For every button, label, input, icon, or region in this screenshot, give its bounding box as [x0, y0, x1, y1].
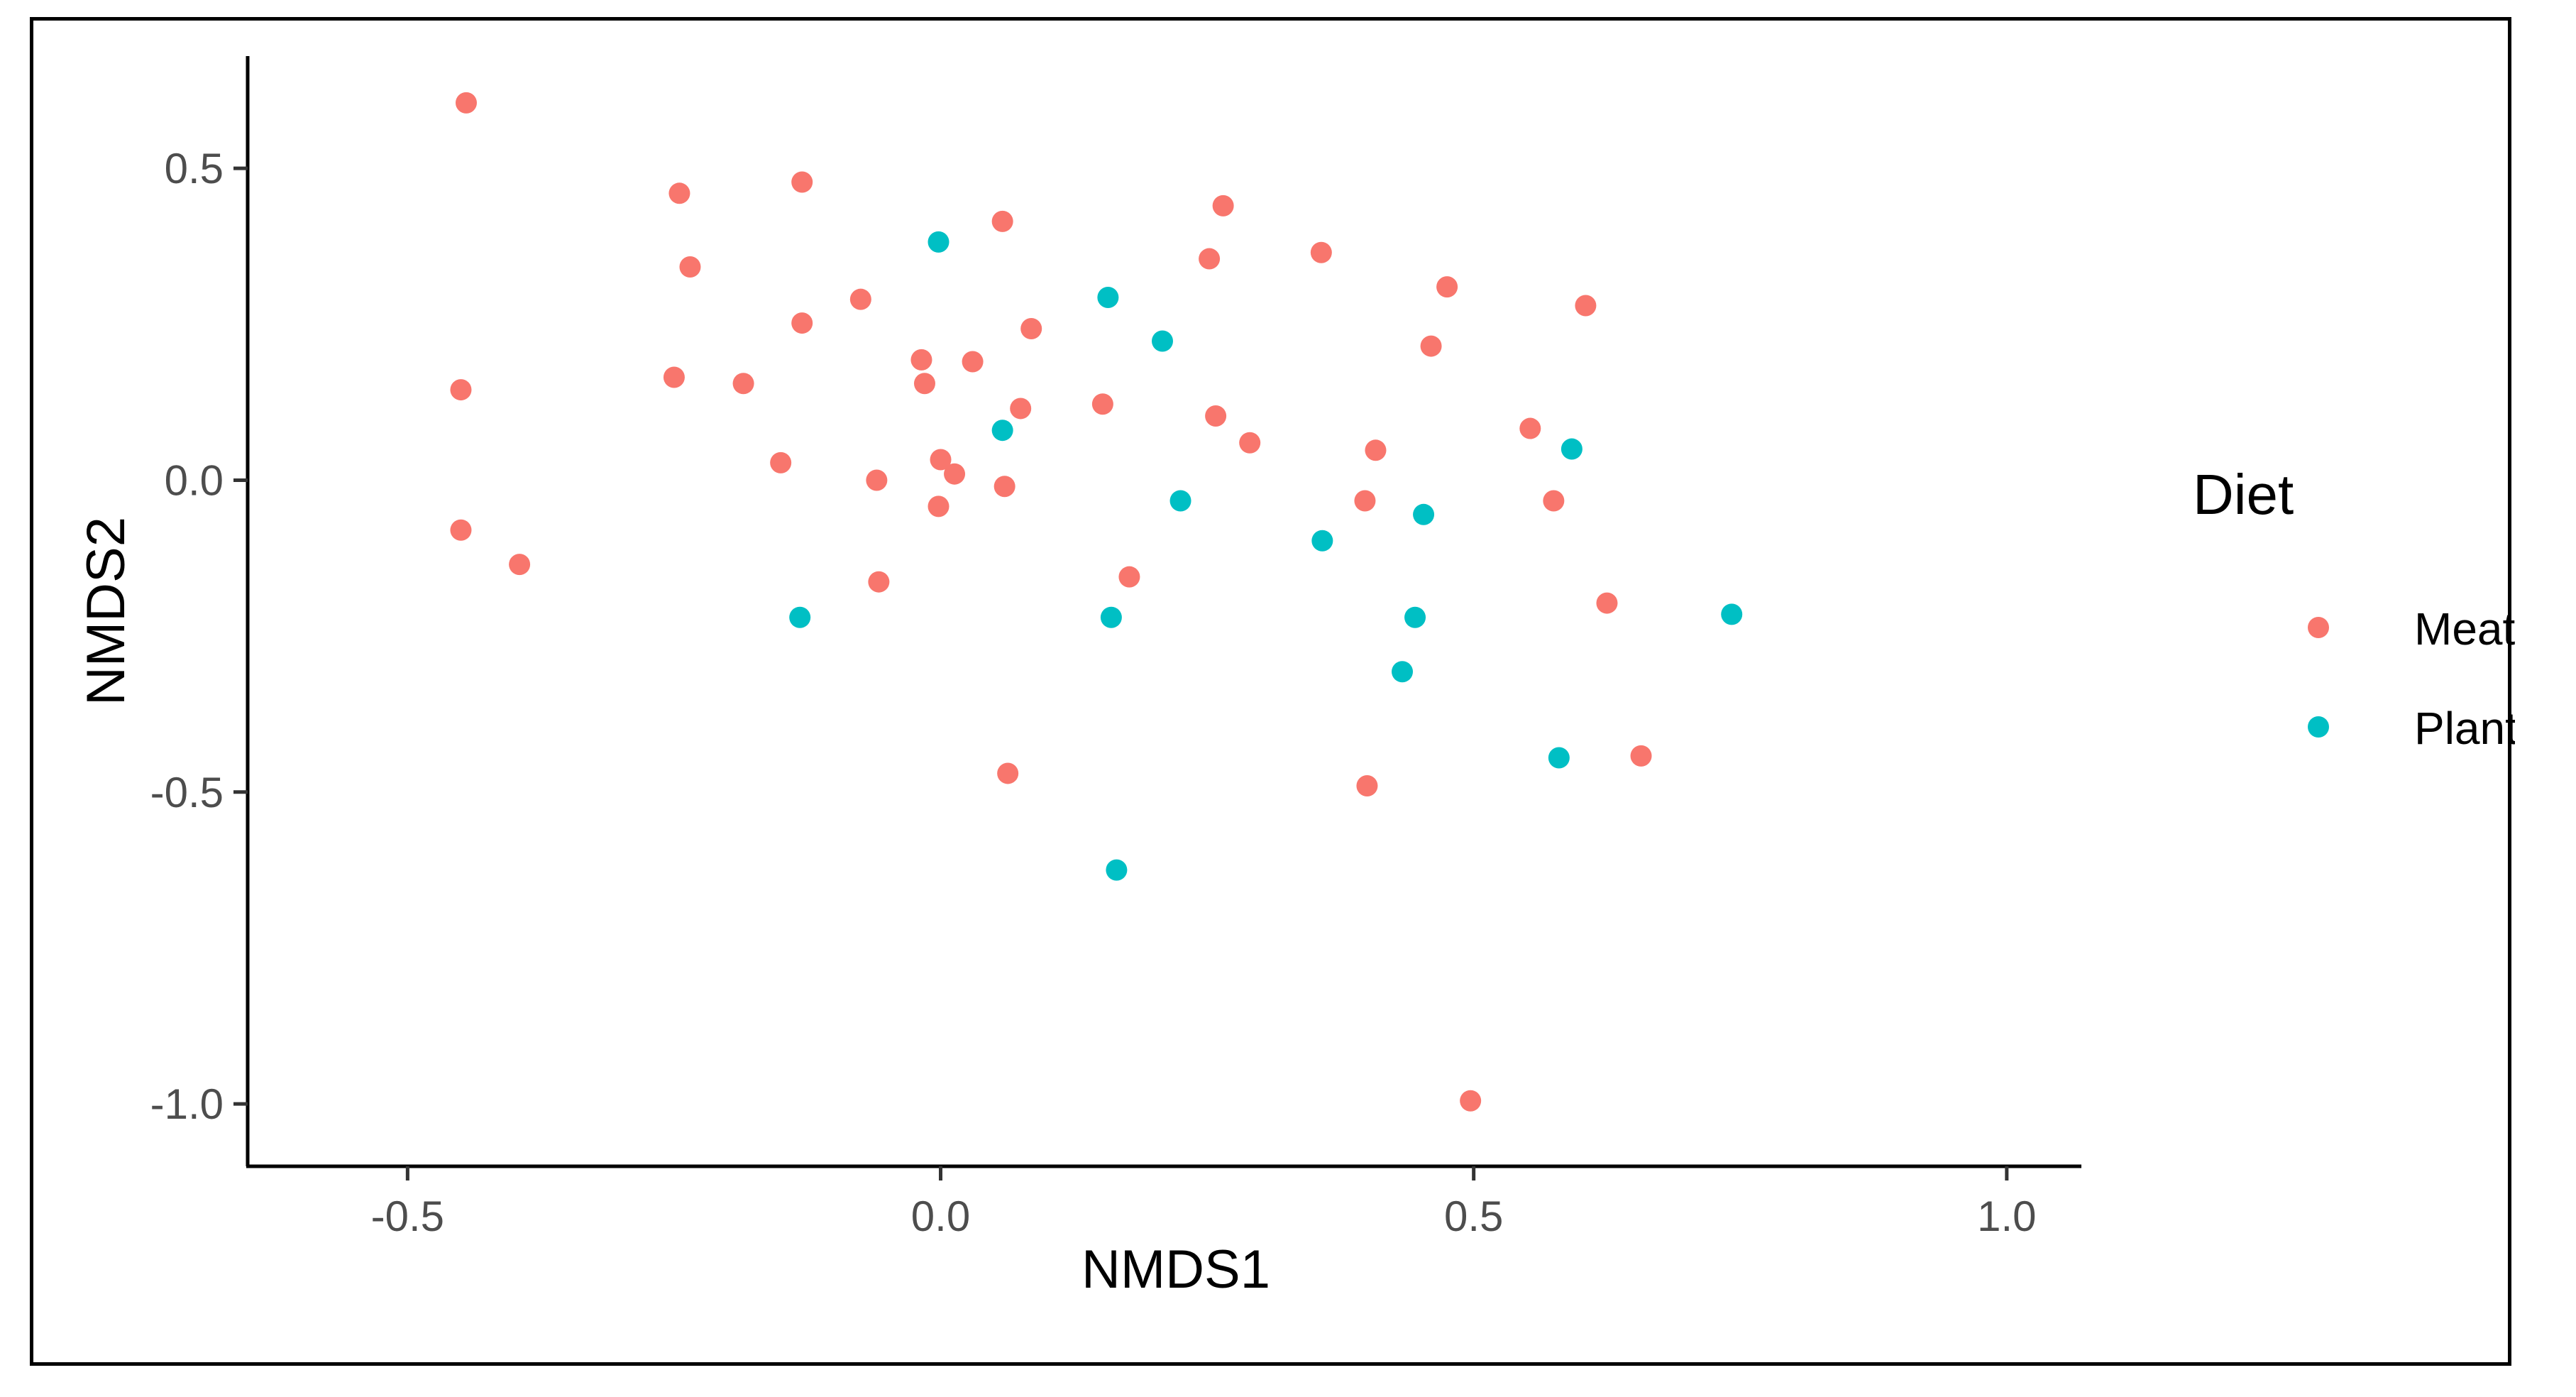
x-tick-label: 0.0 [911, 1193, 970, 1240]
point-meat [997, 762, 1019, 784]
point-plant [789, 606, 811, 628]
legend-label-meat: Meat [2414, 603, 2515, 654]
point-meat [791, 312, 813, 334]
legend-items: Meat Plant [2308, 603, 2515, 754]
point-meat [849, 288, 871, 310]
point-plant [1561, 438, 1583, 460]
point-meat [509, 554, 531, 576]
point-meat [791, 171, 813, 193]
x-tick-label: 0.5 [1444, 1193, 1503, 1240]
legend-label-plant: Plant [2414, 703, 2515, 754]
x-axis-title: NMDS1 [1081, 1239, 1270, 1300]
point-meat [868, 571, 890, 593]
y-tick-label: -0.5 [150, 769, 224, 816]
scatter-plot: -0.5 0.0 0.5 1.0 0.5 0.0 -0.5 -1.0 NMDS1 NMDS2… [76, 56, 2515, 1300]
point-meat [663, 366, 685, 388]
y-tick-label: 0.5 [165, 145, 224, 192]
point-meat [1354, 490, 1376, 512]
point-plant [1097, 287, 1119, 309]
point-meat [1356, 775, 1378, 797]
y-axis-title: NMDS2 [76, 517, 136, 706]
point-meat [930, 449, 952, 471]
legend: Diet Meat Plant [2193, 463, 2515, 754]
point-meat [732, 373, 754, 395]
point-meat [679, 256, 701, 278]
point-meat [450, 519, 472, 541]
point-meat [1575, 295, 1597, 317]
point-meat [1436, 276, 1458, 298]
legend-key-meat [2308, 617, 2329, 638]
point-plant [1392, 661, 1414, 683]
point-meat [991, 210, 1013, 232]
legend-key-plant [2308, 716, 2329, 738]
point-meat [1010, 398, 1032, 420]
point-meat [1543, 490, 1565, 512]
legend-title: Diet [2193, 463, 2294, 526]
point-plant [1151, 330, 1173, 352]
point-meat [450, 379, 472, 401]
point-meat [1212, 195, 1234, 217]
y-ticks: 0.5 0.0 -0.5 -1.0 [150, 145, 248, 1128]
point-plant [1548, 747, 1570, 769]
point-meat [1460, 1090, 1482, 1112]
point-meat [993, 476, 1015, 498]
point-meat [913, 373, 935, 395]
series-plant [789, 231, 1743, 881]
axes: -0.5 0.0 0.5 1.0 0.5 0.0 -0.5 -1.0 [150, 56, 2081, 1240]
point-plant [1721, 603, 1743, 625]
point-meat [1020, 317, 1042, 339]
point-meat [866, 469, 888, 491]
y-tick-label: -1.0 [150, 1080, 224, 1128]
point-meat [1199, 248, 1221, 270]
point-meat [1420, 335, 1442, 357]
point-meat [1239, 432, 1261, 454]
point-plant [1100, 606, 1122, 628]
point-meat [928, 495, 950, 517]
point-meat [1310, 241, 1332, 263]
x-tick-label: -0.5 [371, 1193, 444, 1240]
point-plant [1311, 530, 1333, 552]
point-meat [1519, 417, 1541, 439]
point-plant [1413, 503, 1435, 525]
point-plant [1169, 490, 1191, 512]
point-meat [962, 351, 984, 373]
point-meat [455, 92, 477, 114]
point-meat [770, 451, 792, 473]
x-ticks: -0.5 0.0 0.5 1.0 [371, 1166, 2037, 1240]
point-meat [1596, 592, 1618, 614]
data-points [450, 92, 1743, 1112]
point-plant [1106, 859, 1128, 881]
point-meat [1205, 405, 1227, 427]
point-plant [928, 231, 950, 253]
point-meat [668, 182, 690, 204]
figure-frame: -0.5 0.0 0.5 1.0 0.5 0.0 -0.5 -1.0 NMDS1 NMDS2… [30, 17, 2515, 1366]
point-meat [1630, 745, 1652, 767]
series-meat [450, 92, 1652, 1112]
point-meat [1118, 566, 1140, 588]
point-plant [991, 420, 1013, 442]
point-meat [1365, 439, 1387, 461]
y-tick-label: 0.0 [165, 456, 224, 504]
point-plant [1404, 606, 1426, 628]
point-meat [944, 463, 966, 485]
point-meat [910, 349, 932, 371]
point-meat [1091, 393, 1113, 415]
x-tick-label: 1.0 [1977, 1193, 2036, 1240]
